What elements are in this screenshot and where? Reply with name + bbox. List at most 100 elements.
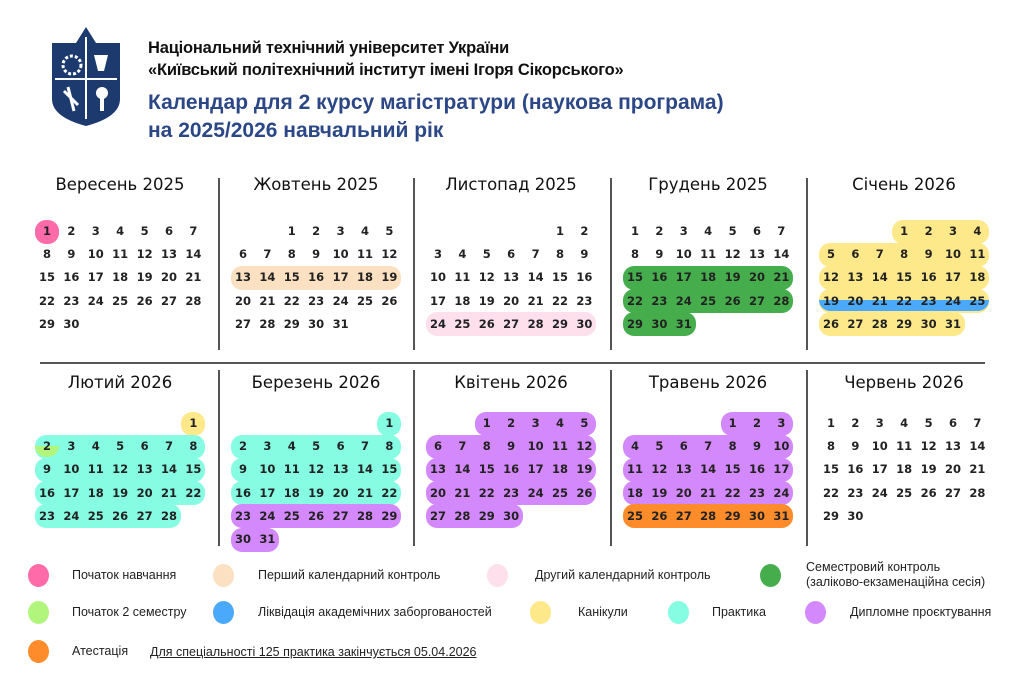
day-cell: 12 [308,462,325,477]
day-cell: 23 [234,508,251,523]
day-cell: 2 [580,224,589,238]
day-cell: 29 [38,316,55,331]
day-cell: 23 [920,293,937,308]
day-cell: 12 [920,439,937,454]
day-cell: 15 [381,462,398,477]
legend-swatch-debts [213,601,234,624]
day-cell: 27 [675,508,692,523]
day-cell: 23 [63,293,80,308]
day-cell: 19 [381,270,398,285]
month-title: Грудень 2025 [648,175,768,194]
divider [610,370,612,546]
day-cell: 24 [63,508,80,523]
month-title: Березень 2026 [251,373,381,392]
day-cell: 10 [87,247,104,262]
day-cell: 4 [704,224,713,238]
day-cell: 3 [875,416,884,430]
day-cell: 10 [259,462,276,477]
day-cell: 20 [748,270,765,285]
day-cell: 13 [429,462,446,477]
day-cell: 9 [67,247,76,262]
day-cell: 6 [752,224,761,238]
day-cell: 15 [822,462,839,477]
day-cell: 25 [356,293,373,308]
highlight-start-sem2 [35,445,59,457]
university-name-line2: «Київський політехнічний інститут імені … [148,61,624,79]
day-cell: 11 [112,247,129,262]
day-cell: 9 [851,439,860,454]
day-cell: 20 [136,485,153,500]
day-cell: 30 [651,316,668,331]
day-cell: 2 [924,224,933,238]
day-cell: 19 [576,462,593,477]
day-cell: 4 [458,247,467,262]
day-cell: 5 [116,439,125,454]
legend-label-text: Ліквідація академічних заборгованостей [258,605,492,619]
day-cell: 21 [259,293,276,308]
day-cell: 19 [308,485,325,500]
day-cell: 5 [140,224,149,238]
legend-swatch-diploma [805,601,826,624]
day-cell: 21 [773,270,790,285]
legend-swatch-attestation [28,640,49,663]
day-cell: 1 [826,416,835,430]
legend-swatch-first-control [213,564,234,587]
day-cell: 10 [429,270,446,285]
day-cell: 24 [675,293,692,308]
day-cell: 20 [503,293,520,308]
legend-label-text: Початок 2 семестру [72,605,187,619]
legend-label: Початок 2 семестру [72,605,187,620]
month-title: Січень 2026 [852,175,956,194]
legend-swatch-session [760,564,781,587]
divider [610,178,612,350]
day-cell: 19 [136,270,153,285]
day-cell: 1 [728,416,737,430]
day-cell: 13 [136,462,153,477]
highlight-diploma [474,411,597,436]
day-cell: 10 [944,247,961,262]
legend-label: Початок навчання [72,568,176,583]
day-cell: 26 [920,485,937,500]
day-cell: 13 [503,270,520,285]
day-cell: 3 [336,224,345,238]
day-cell: 9 [42,462,51,477]
day-cell: 18 [87,485,104,500]
day-cell: 8 [900,247,909,262]
month-title: Жовтень 2025 [253,175,379,194]
day-cell: 4 [630,439,639,454]
day-cell: 4 [555,416,564,430]
day-cell: 22 [38,293,55,308]
day-cell: 3 [948,224,957,238]
day-cell: 13 [748,247,765,262]
highlight-diploma [426,481,597,506]
highlight-session [623,312,696,337]
day-cell: 5 [312,439,321,454]
highlight-diploma [720,411,794,436]
day-cell: 14 [969,439,986,454]
highlight-diploma [623,434,794,459]
day-cell: 11 [626,462,643,477]
day-cell: 5 [482,247,491,262]
day-cell: 2 [67,224,76,238]
day-cell: 10 [871,439,888,454]
divider [40,362,985,364]
day-cell: 4 [287,439,296,454]
day-cell: 8 [630,247,639,262]
day-cell: 21 [700,485,717,500]
divider [806,178,808,350]
highlight-diploma [623,457,794,482]
day-cell: 26 [822,316,839,331]
day-cell: 23 [847,485,864,500]
highlight-practice [231,457,402,482]
legend-label: Канікули [578,605,628,620]
day-cell: 28 [356,508,373,523]
day-cell: 27 [429,508,446,523]
day-cell: 17 [63,485,80,500]
day-cell: 15 [283,270,300,285]
day-cell: 15 [185,462,202,477]
day-cell: 2 [851,416,860,430]
day-cell: 1 [287,224,296,238]
day-cell: 27 [160,293,177,308]
day-cell: 13 [234,270,251,285]
day-cell: 17 [773,462,790,477]
